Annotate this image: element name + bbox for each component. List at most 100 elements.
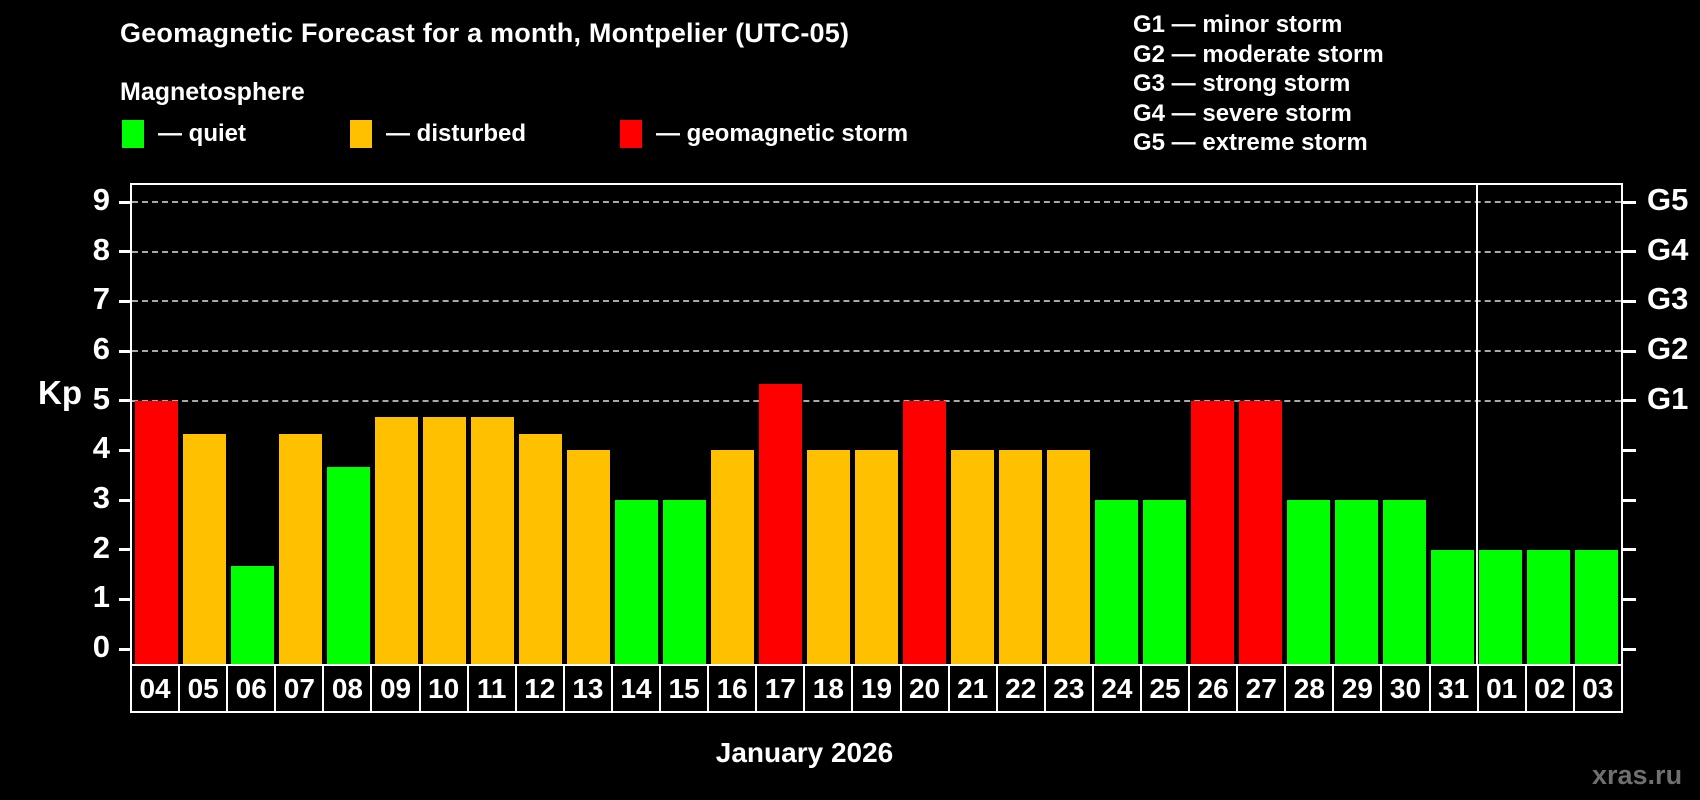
day-label-22: 22 [995,664,1046,713]
day-label-04: 04 [130,664,181,713]
y-tick-9 [119,200,130,204]
storm-scale-line-4: G4 — severe storm [1133,99,1352,127]
legend-label-storm: — geomagnetic storm [656,120,909,147]
y-tick-2 [119,548,130,552]
bar-day-06 [230,566,274,666]
right-tick-0 [1623,647,1636,651]
day-label-08: 08 [322,664,373,713]
y-axis-title: Kp [38,374,82,411]
g-scale-label-G2: G2 [1647,331,1689,366]
bar-day-05 [182,433,226,666]
legend-item-disturbed: — disturbed [350,120,526,148]
y-tick-label-1: 1 [92,579,110,615]
day-label-19: 19 [851,664,902,713]
bar-day-26 [1191,400,1235,666]
bar-day-16 [710,450,754,666]
right-tick-4 [1623,448,1636,452]
bar-day-22 [999,450,1043,666]
right-tick-9 [1623,200,1636,204]
y-tick-label-5: 5 [92,380,110,416]
day-label-30: 30 [1380,664,1431,713]
day-label-09: 09 [370,664,421,713]
day-label-29: 29 [1332,664,1383,713]
storm-scale-line-1: G1 — minor storm [1133,11,1343,38]
day-label-11: 11 [466,664,517,713]
x-axis-day-labels: 04 05 06 07 08 09 10 11 12 13 14 15 16 17 18 19 20 21 22 23… [130,664,1623,713]
right-tick-1 [1623,597,1636,601]
g-scale-label-G1: G1 [1647,380,1689,416]
plot-area: 0 1 2 3 4 5 6 7 8 9 G5 G4 G3 G2 G1 [93,182,1688,668]
bar-day-11 [470,417,514,666]
bar-day-14 [614,500,658,666]
y-tick-label-3: 3 [92,480,110,515]
bar-day-08 [326,466,370,666]
y-tick-label-8: 8 [92,231,110,267]
g-scale-label-G4: G4 [1647,231,1689,267]
right-tick-7 [1623,299,1636,303]
y-tick-label-4: 4 [92,430,110,466]
day-label-12: 12 [514,664,565,713]
bar-day-12 [518,433,562,666]
day-label-23: 23 [1043,664,1094,713]
day-label-05: 05 [178,664,229,713]
bar-day-02 [1527,549,1571,666]
y-tick-label-9: 9 [92,182,110,217]
day-label-20: 20 [899,664,950,713]
day-label-13: 13 [562,664,613,713]
chart-title: Geomagnetic Forecast for a month, Montpe… [120,18,850,48]
y-tick-5 [119,399,130,403]
bar-day-17 [758,384,802,666]
bar-day-01 [1479,549,1523,666]
day-label-06: 06 [226,664,277,713]
y-tick-label-2: 2 [92,529,110,565]
legend-swatch-storm [620,120,642,148]
bar-day-18 [806,450,850,666]
right-tick-5 [1623,399,1636,403]
day-label-10: 10 [418,664,469,713]
bar-day-19 [854,450,898,666]
day-label-07: 07 [274,664,325,713]
y-tick-label-0: 0 [92,629,110,664]
watermark: xras.ru [1592,760,1683,790]
x-axis-title: January 2026 [715,737,894,768]
day-label-26: 26 [1188,664,1239,713]
bar-day-30 [1383,500,1427,666]
day-label-01: 01 [1476,664,1527,713]
y-tick-label-6: 6 [92,331,110,366]
bar-day-29 [1335,500,1379,666]
legend-label-quiet: — quiet [158,120,246,147]
day-label-02: 02 [1524,664,1575,713]
month-separator [1475,185,1478,666]
bar-day-13 [566,450,610,666]
storm-scale-legend: G1 — minor storm G2 — moderate storm G3 — … [1133,10,1384,158]
legend-swatch-disturbed [350,120,372,148]
day-label-14: 14 [610,664,662,713]
bar-day-24 [1095,500,1139,666]
y-tick-label-7: 7 [92,281,110,317]
bar-day-25 [1143,500,1187,666]
y-tick-4 [119,448,130,452]
storm-scale-line-2: G2 — moderate storm [1133,40,1384,68]
bar-day-07 [278,433,322,666]
day-label-27: 27 [1236,664,1287,713]
y-tick-3 [119,498,130,502]
y-tick-8 [119,250,130,254]
status-legend: — quiet — disturbed — geomagnetic storm [122,120,1022,152]
bar-day-03 [1575,549,1619,666]
bar-day-23 [1047,450,1091,666]
y-tick-6 [119,349,130,353]
gridline-kp5 [132,399,1621,402]
day-label-28: 28 [1284,664,1335,713]
chart-subtitle: Magnetosphere [120,78,305,106]
storm-scale-line-3: G3 — strong storm [1133,70,1351,97]
bar-day-09 [374,417,418,666]
day-label-15: 15 [659,664,710,713]
gridline-kp7 [132,300,1621,303]
bar-day-27 [1239,400,1283,666]
day-label-03: 03 [1572,664,1623,713]
right-tick-2 [1623,548,1636,552]
g-scale-label-G3: G3 [1647,281,1689,317]
legend-item-quiet: — quiet [122,120,246,148]
bar-day-15 [662,500,706,666]
bar-day-10 [422,417,466,666]
